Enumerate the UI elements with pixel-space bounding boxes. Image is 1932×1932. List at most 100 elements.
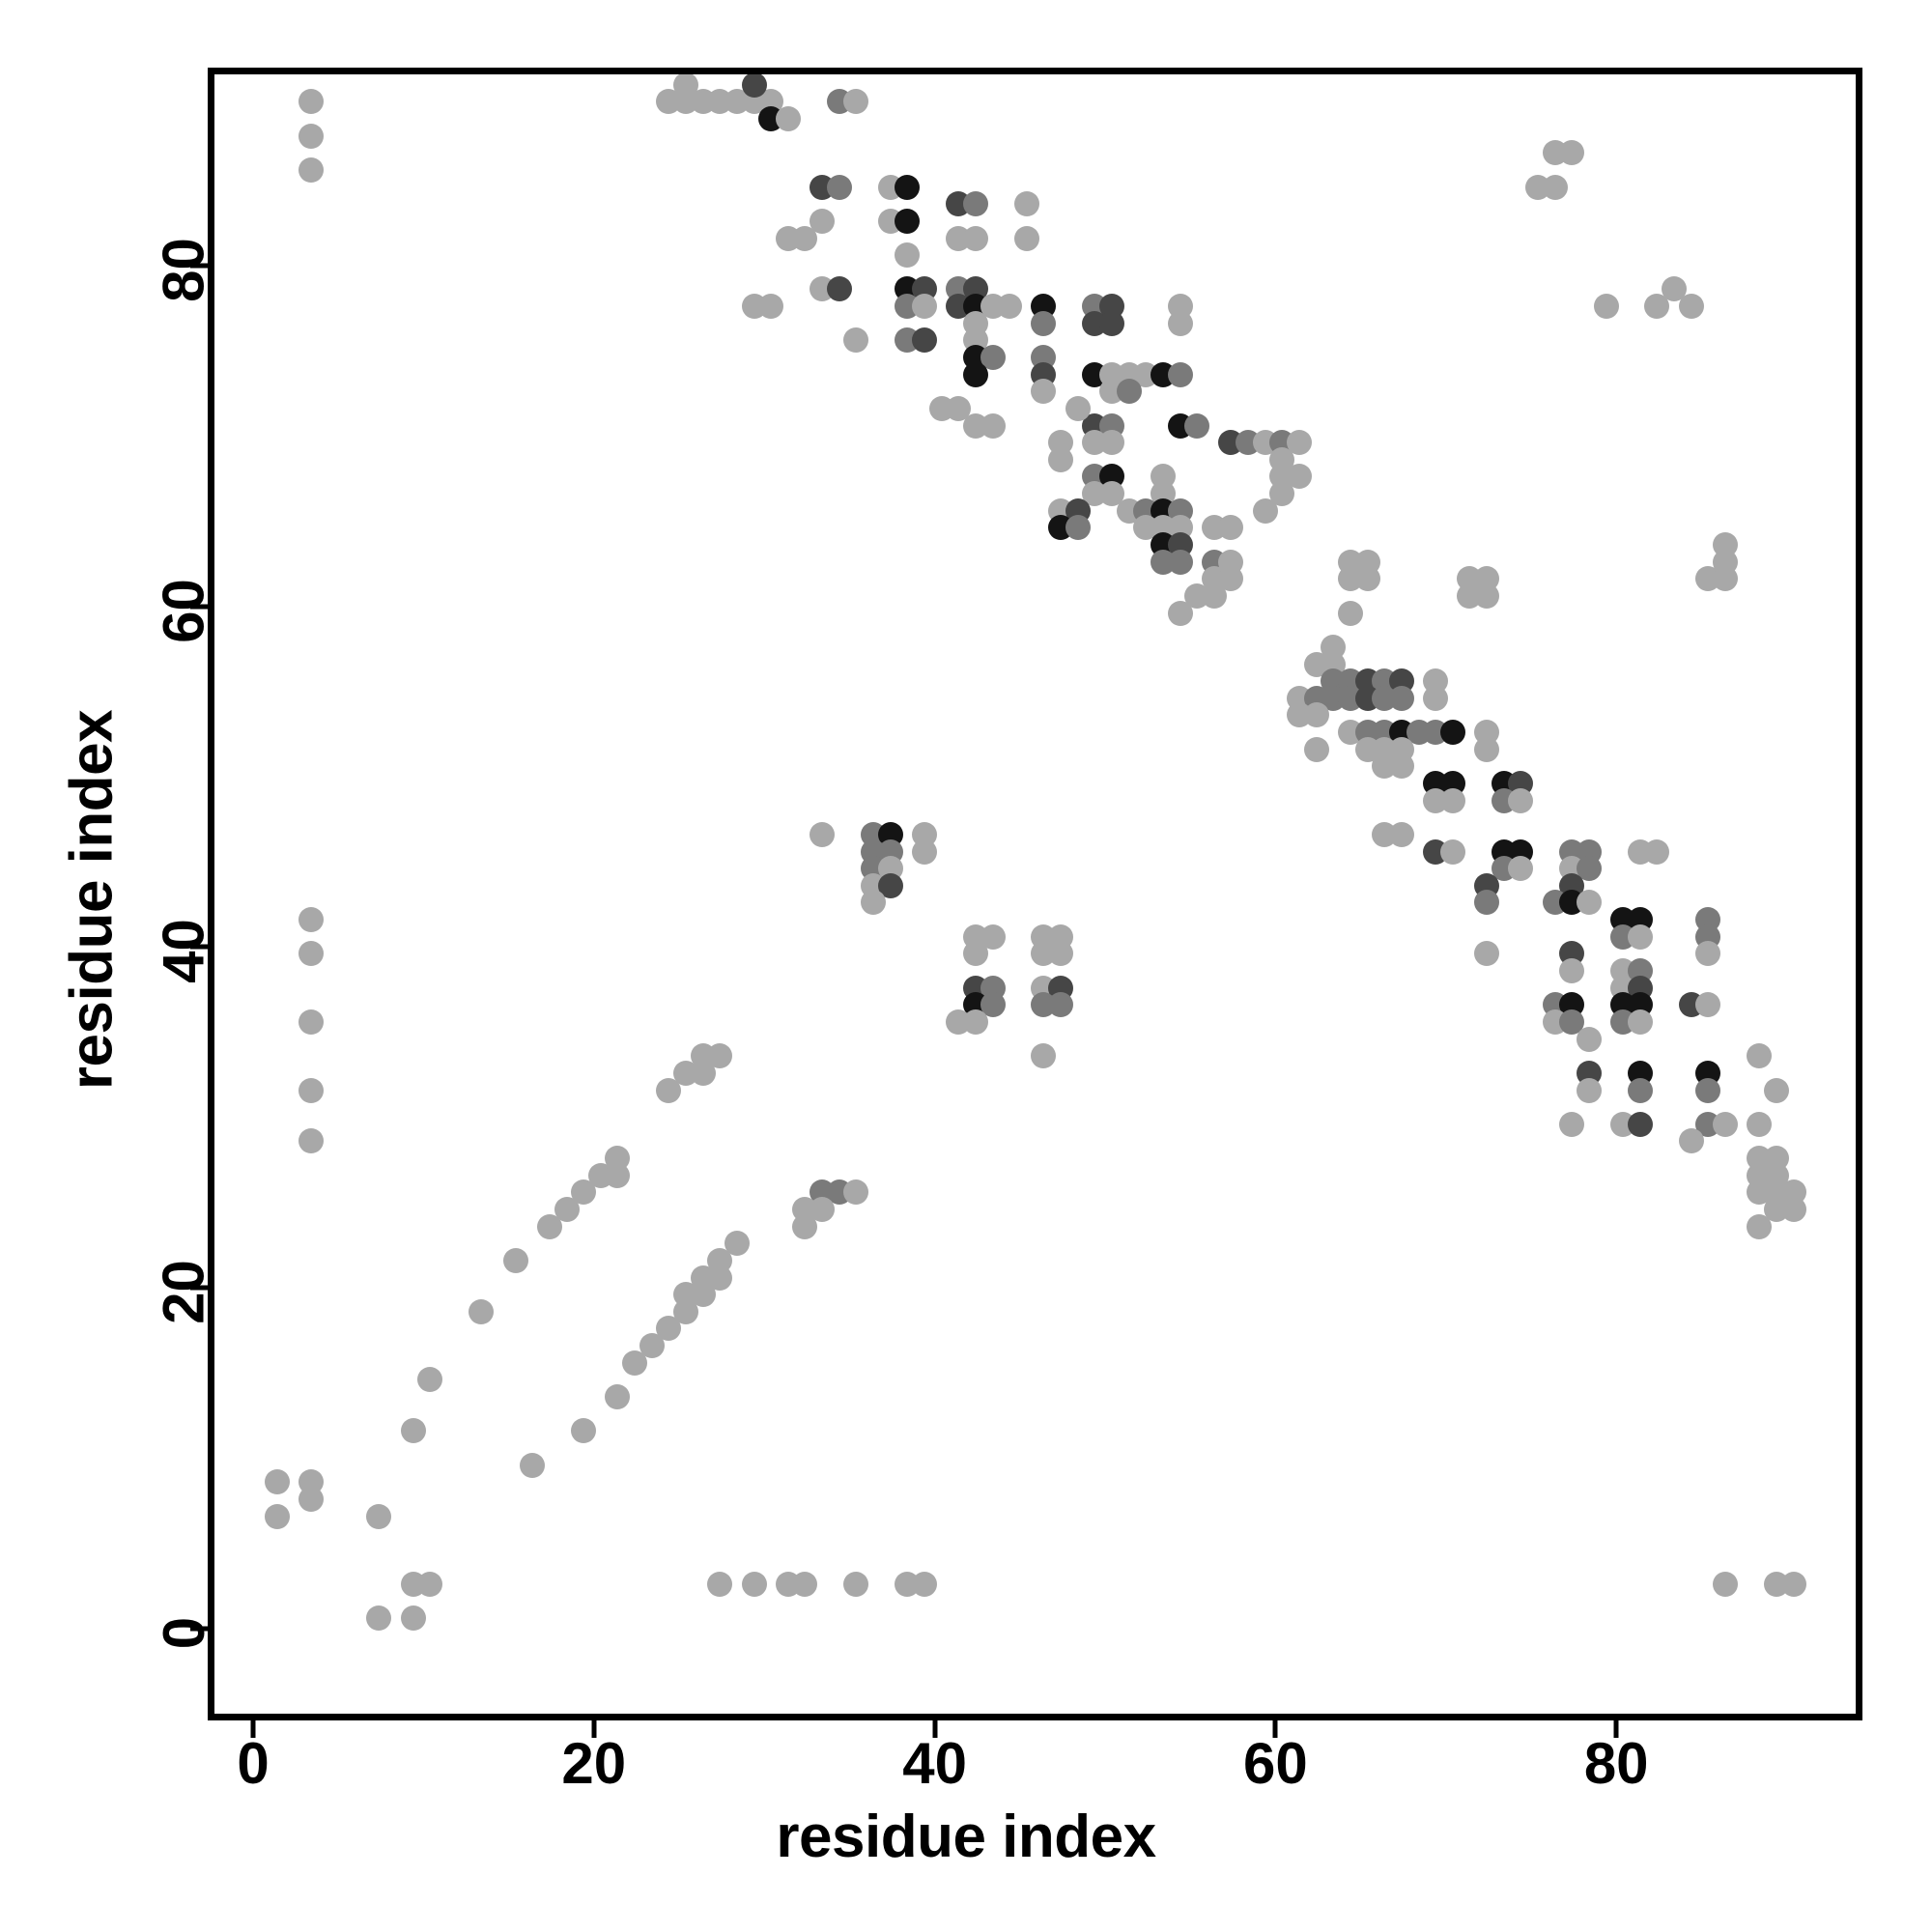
scatter-point	[707, 1572, 733, 1598]
scatter-point	[605, 1146, 631, 1172]
scatter-point	[1627, 923, 1653, 950]
scatter-point	[1201, 582, 1227, 609]
scatter-point	[962, 941, 988, 967]
scatter-point	[298, 123, 324, 149]
scatter-point	[520, 1452, 546, 1478]
scatter-point	[895, 174, 921, 200]
scatter-point	[792, 1213, 818, 1239]
scatter-point	[1013, 225, 1039, 251]
scatter-point	[741, 74, 767, 98]
plot-area	[208, 68, 1862, 1720]
scatter-point	[1065, 515, 1091, 541]
scatter-point	[826, 276, 852, 302]
scatter-point	[911, 327, 937, 354]
scatter-point	[571, 1418, 597, 1444]
scatter-point	[298, 941, 324, 967]
scatter-point	[1013, 191, 1039, 217]
scatter-point	[707, 1043, 733, 1069]
scatter-point	[298, 1486, 324, 1512]
scatter-point	[962, 1009, 988, 1035]
scatter-point	[1713, 1572, 1739, 1598]
scatter-point	[758, 294, 784, 320]
scatter-point	[1423, 685, 1449, 711]
scatter-point	[1252, 497, 1278, 524]
scatter-point	[1695, 992, 1721, 1018]
scatter-point	[264, 1469, 290, 1495]
scatter-point	[1662, 276, 1688, 302]
scatter-point	[1747, 1043, 1773, 1069]
scatter-point	[366, 1503, 392, 1529]
y-tick-label: 80	[151, 237, 216, 302]
scatter-point	[1048, 992, 1074, 1018]
y-tick-label: 60	[151, 578, 216, 643]
scatter-point	[1287, 464, 1313, 490]
scatter-point	[1593, 294, 1619, 320]
y-tick-mark	[190, 604, 208, 610]
y-tick-label: 40	[151, 919, 216, 984]
scatter-point	[1184, 412, 1210, 439]
scatter-point	[1303, 702, 1329, 728]
scatter-point	[1576, 1077, 1602, 1103]
y-axis-title: residue index	[58, 709, 126, 1091]
scatter-point	[1576, 890, 1602, 916]
scatter-point	[1303, 736, 1329, 762]
x-tick-mark	[1272, 1720, 1278, 1738]
scatter-point	[1031, 310, 1057, 336]
scatter-point	[1439, 838, 1465, 865]
scatter-point	[1388, 821, 1414, 847]
scatter-point	[911, 838, 937, 865]
x-tick-label: 20	[561, 1731, 627, 1796]
y-tick-mark	[190, 263, 208, 269]
scatter-point	[1167, 549, 1193, 575]
scatter-point	[997, 294, 1023, 320]
scatter-point	[1780, 1572, 1806, 1598]
x-tick-label: 80	[1583, 1731, 1649, 1796]
scatter-point	[1747, 1111, 1773, 1137]
scatter-point	[775, 106, 801, 132]
scatter-point	[1218, 515, 1244, 541]
scatter-point	[1747, 1213, 1773, 1239]
scatter-point	[1576, 1026, 1602, 1052]
scatter-point	[1644, 838, 1670, 865]
scatter-point	[1337, 600, 1363, 626]
scatter-point	[1559, 140, 1585, 166]
scatter-point	[1388, 685, 1414, 711]
scatter-point	[826, 174, 852, 200]
scatter-point	[1099, 430, 1124, 456]
scatter-point	[911, 1572, 937, 1598]
scatter-point	[962, 191, 988, 217]
scatter-point	[1031, 379, 1057, 405]
scatter-point	[298, 1128, 324, 1154]
x-tick-mark	[591, 1720, 597, 1738]
scatter-point	[1508, 787, 1534, 813]
scatter-point	[1167, 310, 1193, 336]
scatter-point	[962, 225, 988, 251]
scatter-point	[1627, 1009, 1653, 1035]
scatter-point	[792, 1572, 818, 1598]
x-tick-mark	[1613, 1720, 1619, 1738]
scatter-point	[502, 1247, 528, 1273]
scatter-point	[673, 74, 698, 98]
scatter-point	[605, 1384, 631, 1410]
scatter-point	[417, 1367, 443, 1393]
scatter-point	[1763, 1077, 1789, 1103]
scatter-point	[1474, 941, 1500, 967]
scatter-point	[298, 89, 324, 115]
scatter-point	[1559, 958, 1585, 984]
scatter-point	[1542, 174, 1568, 200]
scatter-point	[962, 361, 988, 387]
scatter-point	[1116, 379, 1142, 405]
scatter-point	[810, 821, 836, 847]
scatter-point	[843, 327, 869, 354]
scatter-point	[1354, 566, 1380, 592]
scatter-point	[1695, 941, 1721, 967]
scatter-point	[1474, 582, 1500, 609]
scatter-point	[861, 890, 887, 916]
scatter-point	[298, 1077, 324, 1103]
scatter-point	[298, 156, 324, 183]
scatter-point	[366, 1605, 392, 1632]
scatter-point	[895, 208, 921, 234]
x-axis-title: residue index	[776, 1804, 1156, 1870]
y-tick-mark	[190, 1285, 208, 1291]
scatter-point	[1508, 856, 1534, 882]
